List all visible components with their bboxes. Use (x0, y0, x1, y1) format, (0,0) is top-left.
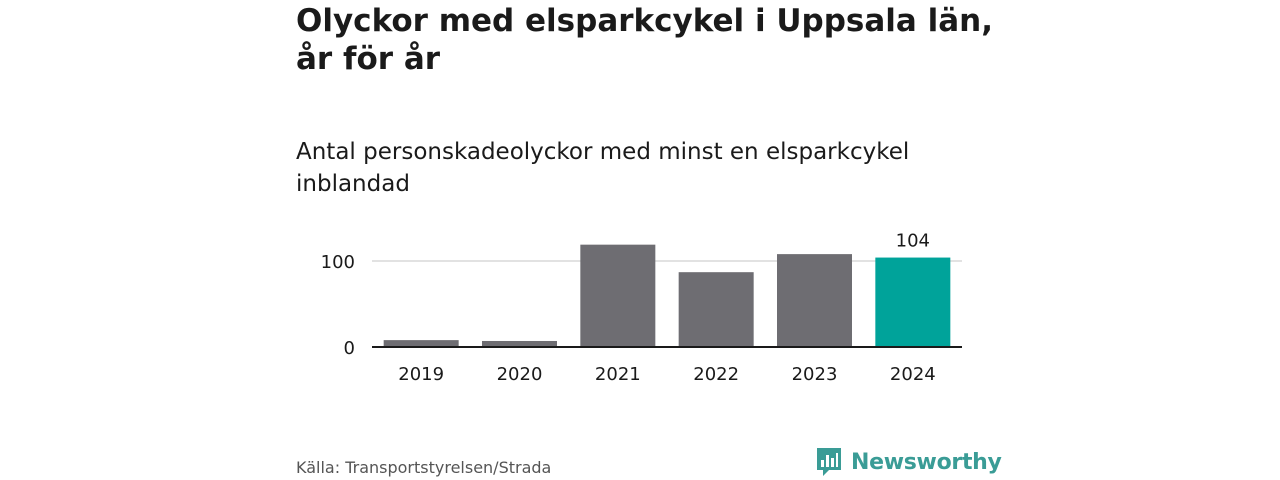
source-note: Källa: Transportstyrelsen/Strada (296, 458, 552, 477)
brand-logo[interactable]: Newsworthy (815, 446, 1002, 478)
brand-name: Newsworthy (851, 449, 1002, 475)
x-tick-label-2024: 2024 (890, 364, 936, 385)
chart-title: Olyckor med elsparkcykel i Uppsala län, … (296, 3, 994, 77)
bar-chart: 0 100 2019 2020 2021 2022 2023 2024 104 (321, 231, 962, 385)
y-tick-label-100: 100 (321, 252, 355, 273)
y-tick-label-0: 0 (344, 338, 355, 359)
x-tick-label-2022: 2022 (693, 364, 739, 385)
x-tick-label-2021: 2021 (595, 364, 641, 385)
bar-2024 (875, 257, 951, 347)
data-label-2024: 104 (896, 231, 930, 252)
bar-2019 (383, 340, 459, 347)
bar-2022 (678, 272, 754, 347)
bar-chart-speech-bubble-icon (817, 448, 841, 476)
bar-2023 (777, 254, 852, 347)
chart-subtitle: Antal personskadeolyckor med minst en el… (296, 139, 910, 197)
x-tick-label-2019: 2019 (398, 364, 444, 385)
x-tick-label-2023: 2023 (792, 364, 838, 385)
bar-2021 (580, 244, 656, 347)
x-tick-label-2020: 2020 (497, 364, 543, 385)
bar-2020 (482, 340, 557, 347)
